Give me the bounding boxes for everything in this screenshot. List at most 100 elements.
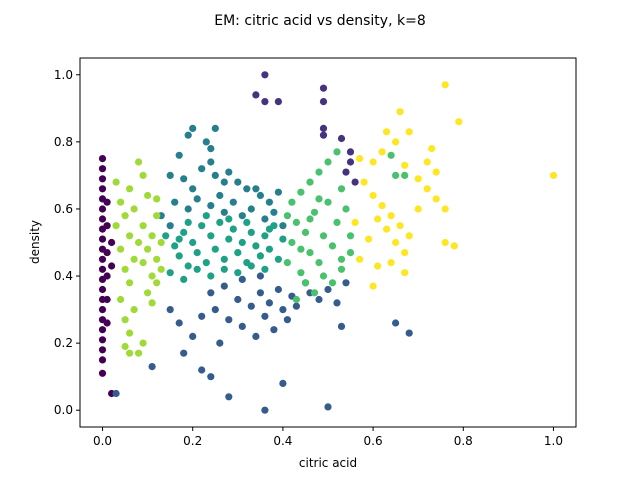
data-point: [261, 232, 269, 240]
data-point: [184, 262, 192, 270]
data-point: [103, 249, 111, 257]
x-tick-label: 0.6: [364, 434, 383, 448]
data-point: [112, 178, 120, 186]
data-point: [310, 289, 319, 297]
data-point: [148, 232, 156, 240]
data-point: [225, 316, 233, 324]
data-point: [234, 295, 242, 304]
data-point: [324, 158, 332, 166]
data-point: [261, 406, 269, 414]
data-point: [112, 389, 120, 398]
data-point: [229, 198, 237, 206]
data-point: [441, 238, 449, 247]
data-point: [157, 238, 165, 247]
data-point: [319, 131, 328, 139]
data-point: [342, 168, 350, 176]
data-point: [98, 326, 107, 334]
data-point: [135, 349, 143, 357]
data-point: [175, 319, 183, 327]
data-point: [306, 178, 314, 186]
data-point: [441, 205, 449, 213]
data-point: [306, 215, 314, 223]
data-point: [283, 212, 291, 220]
data-point: [207, 272, 215, 280]
data-point: [171, 198, 179, 206]
data-point: [234, 178, 242, 186]
data-point: [274, 285, 282, 294]
data-point: [297, 245, 305, 253]
data-point: [392, 238, 400, 247]
y-tick-label: 0.2: [54, 336, 73, 350]
x-tick-label: 0.2: [183, 434, 202, 448]
data-point: [98, 336, 107, 344]
data-point: [333, 148, 341, 156]
data-point: [126, 349, 134, 357]
data-point: [211, 306, 219, 314]
data-point: [198, 165, 206, 173]
data-point: [401, 269, 409, 277]
data-point: [392, 171, 400, 179]
data-point: [225, 215, 233, 223]
data-point: [153, 212, 161, 220]
data-point: [103, 295, 111, 304]
data-point: [319, 84, 328, 92]
data-point: [207, 202, 215, 210]
data-point: [220, 282, 228, 290]
data-point: [207, 145, 215, 153]
data-point: [428, 145, 436, 153]
data-point: [216, 339, 224, 347]
data-point: [450, 242, 458, 250]
data-point: [247, 228, 255, 236]
data-point: [171, 242, 179, 250]
data-point: [238, 212, 246, 220]
data-point: [333, 218, 341, 226]
data-point: [549, 171, 558, 179]
data-point: [292, 302, 300, 310]
data-point: [333, 299, 341, 307]
data-point: [207, 289, 215, 297]
data-point: [148, 363, 156, 371]
data-point: [252, 91, 260, 99]
data-point: [247, 302, 255, 310]
data-point: [130, 205, 138, 213]
data-point: [423, 185, 431, 193]
data-point: [441, 81, 449, 89]
data-point: [184, 131, 192, 139]
data-point: [126, 279, 134, 287]
y-tick-label: 0.6: [54, 202, 73, 216]
data-point: [207, 232, 215, 240]
data-point: [356, 255, 364, 263]
data-point: [324, 198, 332, 206]
data-point: [98, 155, 107, 163]
data-point: [401, 161, 409, 169]
data-point: [351, 178, 359, 186]
data-point: [392, 319, 400, 327]
data-point: [342, 205, 350, 213]
data-point: [324, 285, 332, 294]
x-tick-label: 1.0: [544, 434, 563, 448]
data-point: [369, 158, 377, 166]
data-point: [301, 279, 310, 287]
data-point: [279, 222, 287, 230]
data-point: [144, 245, 152, 253]
data-point: [319, 98, 328, 106]
data-point: [265, 225, 273, 233]
data-point: [117, 198, 125, 206]
data-point: [157, 265, 165, 273]
data-point: [256, 252, 264, 260]
data-point: [346, 249, 355, 257]
data-point: [337, 265, 346, 273]
data-point: [319, 232, 328, 240]
data-point: [108, 262, 116, 270]
data-point: [103, 198, 111, 206]
data-point: [297, 188, 305, 196]
data-point: [121, 342, 129, 351]
data-point: [189, 238, 197, 247]
data-point: [117, 245, 125, 253]
data-point: [378, 202, 386, 210]
data-point: [297, 269, 305, 277]
data-point: [103, 272, 111, 280]
y-tick-label: 1.0: [54, 68, 73, 82]
data-point: [234, 269, 242, 277]
